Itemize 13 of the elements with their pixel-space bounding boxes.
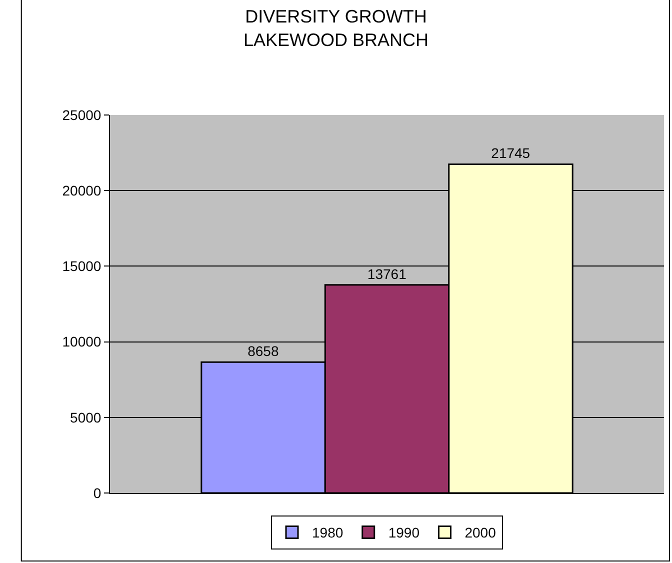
y-tick-label: 0 (93, 484, 102, 501)
chart-title: DIVERSITY GROWTH LAKEWOOD BRANCH (243, 6, 429, 50)
legend-label: 1990 (388, 524, 420, 541)
y-tick-label: 5000 (70, 409, 102, 426)
data-label: 8658 (248, 343, 279, 360)
data-label: 21745 (491, 145, 530, 162)
y-tick-label: 20000 (62, 182, 102, 198)
y-tick-label: 15000 (62, 258, 102, 274)
legend-label: 2000 (464, 524, 496, 541)
legend-label: 1980 (312, 524, 344, 541)
y-tick-label: 10000 (62, 334, 102, 350)
y-tick-label: 25000 (62, 106, 102, 123)
data-label: 13761 (367, 266, 407, 282)
